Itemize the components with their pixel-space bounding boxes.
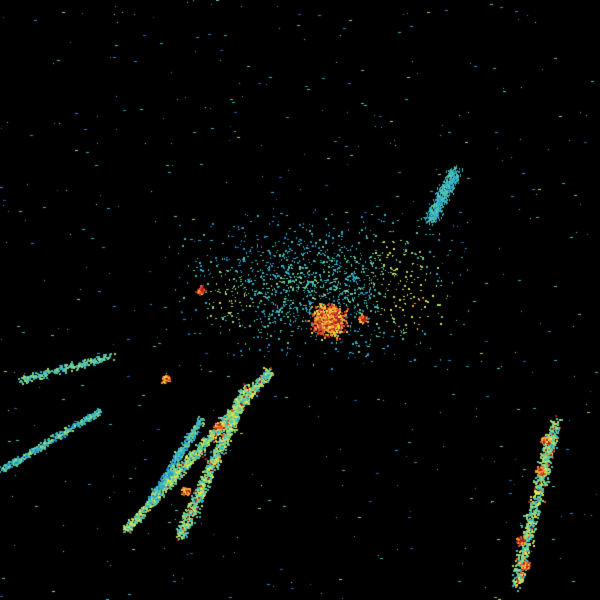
radar-reflectivity-image	[0, 0, 600, 600]
